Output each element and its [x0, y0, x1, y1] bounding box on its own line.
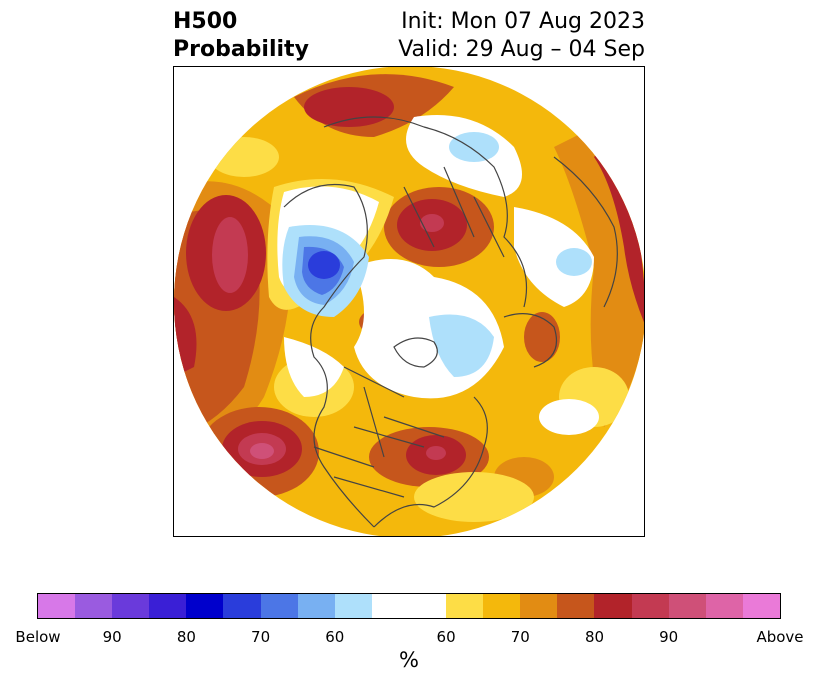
colorbar-swatch-above-8 [742, 594, 780, 618]
colorbar-tick-label: 70 [251, 628, 271, 646]
title-quantity: Probability [173, 37, 309, 62]
colorbar-swatch-below-6 [260, 594, 298, 618]
init-date: Init: Mon 07 Aug 2023 [401, 9, 645, 34]
colorbar-tick-label: 80 [176, 628, 196, 646]
colorbar-swatch-below-8 [334, 594, 372, 618]
colorbar-swatch-below-1 [75, 594, 113, 618]
colorbar-tick-label: 80 [584, 628, 605, 646]
probability-map [174, 67, 644, 536]
colorbar-swatch-below-4 [186, 594, 224, 618]
colorbar [37, 593, 781, 619]
colorbar-swatch-below-2 [112, 594, 150, 618]
polar-map [173, 66, 645, 537]
forecast-dates: Init: Mon 07 Aug 2023 Valid: 29 Aug – 04… [398, 8, 645, 64]
title-variable: H500 [173, 9, 238, 34]
colorbar-swatch-above-0 [446, 594, 484, 618]
coastline-overlay [283, 116, 618, 528]
colorbar-swatch-above-4 [594, 594, 632, 618]
colorbar-tick-label: 70 [510, 628, 530, 646]
colorbar-tick-label: 60 [325, 628, 345, 646]
colorbar-unit: % [399, 648, 419, 672]
colorbar-swatch-below-0 [38, 594, 76, 618]
colorbar-tick-label: 90 [659, 628, 679, 646]
colorbar-swatch-below-7 [297, 594, 335, 618]
colorbar-swatch-below-5 [223, 594, 261, 618]
colorbar-swatch-above-3 [557, 594, 595, 618]
colorbar-tick-label: Below [15, 628, 61, 646]
colorbar-swatch-neutral [371, 594, 447, 618]
valid-period: Valid: 29 Aug – 04 Sep [398, 37, 645, 62]
chart-title: H500 Probability [173, 8, 309, 64]
colorbar-swatch-above-5 [631, 594, 669, 618]
colorbar-swatch-above-1 [483, 594, 521, 618]
colorbar-swatch-above-6 [668, 594, 706, 618]
colorbar-tick-label: Above [756, 628, 804, 646]
colorbar-swatch-above-2 [520, 594, 558, 618]
colorbar-swatch-below-3 [149, 594, 187, 618]
colorbar-tick-label: 90 [102, 628, 122, 646]
probability-field [174, 67, 644, 536]
colorbar-tick-label: 60 [436, 628, 456, 646]
colorbar-swatch-above-7 [705, 594, 743, 618]
